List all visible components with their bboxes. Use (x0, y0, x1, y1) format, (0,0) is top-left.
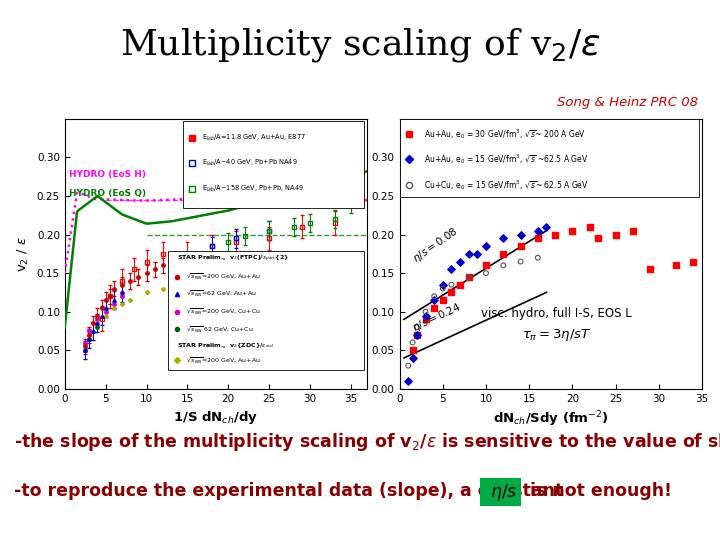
X-axis label: dN$_{ch}$/Sdy (fm$^{-2}$): dN$_{ch}$/Sdy (fm$^{-2}$) (493, 409, 608, 429)
Point (454, 257, 466, 266)
Text: is not enough!: is not enough! (524, 482, 672, 500)
Point (411, 323, 423, 332)
Text: -to reproduce the experimental data (slope), a constant: -to reproduce the experimental data (slo… (14, 482, 570, 500)
Point (480, 269, 492, 278)
Text: visc. hydro, full I-S, EOS L: visc. hydro, full I-S, EOS L (482, 307, 632, 320)
Text: E$_{lab}$/A~158 GeV, Pb+Pb, NA49: E$_{lab}$/A~158 GeV, Pb+Pb, NA49 (202, 184, 305, 194)
Point (549, 230, 561, 239)
Point (437, 284, 449, 293)
Point (407, 338, 418, 347)
Point (446, 280, 457, 289)
Point (407, 354, 418, 362)
Point (446, 265, 457, 274)
Text: HYDRO (EoS Q): HYDRO (EoS Q) (69, 189, 146, 198)
Point (420, 311, 431, 320)
Point (428, 303, 440, 312)
Point (532, 253, 544, 262)
Text: STAR Prelim.,  v$_2${ZDC}/$\varepsilon_{std}$: STAR Prelim., v$_2${ZDC}/$\varepsilon_{s… (176, 341, 274, 350)
Text: Cu+Cu, e$_0$ = 15 GeV/fm$^3$, $\sqrt{s}$~ 62.5 A GeV: Cu+Cu, e$_0$ = 15 GeV/fm$^3$, $\sqrt{s}$… (424, 178, 588, 192)
Text: Song & Heinz PRC 08: Song & Heinz PRC 08 (557, 96, 698, 109)
Text: STAR Prelim.,  v$_2$(FTPC)/$\varepsilon_{part}${2}: STAR Prelim., v$_2$(FTPC)/$\varepsilon_{… (176, 254, 289, 265)
Point (411, 330, 423, 339)
Point (407, 346, 418, 355)
Text: $\eta/s = 0.24$: $\eta/s = 0.24$ (410, 300, 463, 335)
Point (402, 377, 414, 386)
Point (446, 288, 457, 296)
Point (420, 307, 431, 316)
FancyBboxPatch shape (400, 119, 699, 197)
FancyBboxPatch shape (168, 251, 364, 370)
Text: $\sqrt{s_{NN}}$=200 GeV, Cu+Cu: $\sqrt{s_{NN}}$=200 GeV, Cu+Cu (186, 307, 261, 317)
Point (454, 280, 466, 289)
Point (498, 249, 509, 258)
Point (688, 257, 699, 266)
Point (420, 315, 431, 323)
Point (463, 249, 474, 258)
Text: $\sqrt{s_{NN}}$=200 GeV, Au+Au: $\sqrt{s_{NN}}$=200 GeV, Au+Au (186, 272, 261, 282)
Point (567, 226, 578, 235)
Text: Au+Au, e$_0$ = 15 GeV/fm$^3$, $\sqrt{s}$ ~62.5 A GeV: Au+Au, e$_0$ = 15 GeV/fm$^3$, $\sqrt{s}$… (424, 152, 588, 166)
Point (515, 242, 526, 251)
Point (610, 230, 621, 239)
Text: Au+Au, e$_0$ = 30 GeV/fm$^3$, $\sqrt{s}$~ 200 A GeV: Au+Au, e$_0$ = 30 GeV/fm$^3$, $\sqrt{s}$… (424, 127, 586, 140)
Point (627, 226, 639, 235)
Point (532, 226, 544, 235)
Point (437, 280, 449, 289)
Text: $\eta/s$: $\eta/s$ (484, 482, 518, 503)
X-axis label: 1/S dN$_{ch}$/dy: 1/S dN$_{ch}$/dy (174, 409, 258, 426)
Point (411, 330, 423, 339)
Text: $\eta/s = 0.08$: $\eta/s = 0.08$ (410, 224, 461, 266)
Point (463, 273, 474, 281)
Point (463, 273, 474, 281)
Y-axis label: v$_2$ / $\varepsilon$: v$_2$ / $\varepsilon$ (16, 236, 31, 272)
Text: $\tau_\pi = 3\eta/sT$: $\tau_\pi = 3\eta/sT$ (522, 327, 592, 343)
Point (532, 234, 544, 242)
Point (670, 261, 682, 269)
Point (515, 257, 526, 266)
Text: HYDRO (EoS H): HYDRO (EoS H) (69, 170, 146, 179)
Point (593, 234, 604, 242)
Point (428, 292, 440, 301)
Text: $\sqrt{s_{NN}}$=62 GeV, Au+Au: $\sqrt{s_{NN}}$=62 GeV, Au+Au (186, 289, 256, 299)
Point (480, 261, 492, 269)
Point (498, 261, 509, 269)
Point (515, 230, 526, 239)
FancyBboxPatch shape (183, 122, 364, 208)
Text: $\sqrt{s_{NN}}$ 62 GeV, Cu+Cu: $\sqrt{s_{NN}}$ 62 GeV, Cu+Cu (186, 325, 253, 334)
Text: Multiplicity scaling of v$_2$/$\varepsilon$: Multiplicity scaling of v$_2$/$\varepsil… (120, 25, 600, 64)
Point (480, 242, 492, 251)
Point (402, 361, 414, 370)
Point (498, 234, 509, 242)
Point (541, 222, 552, 231)
Text: E$_{lab}$/A~40 GeV, Pb+Pb NA49: E$_{lab}$/A~40 GeV, Pb+Pb NA49 (202, 158, 298, 168)
Point (428, 296, 440, 305)
Text: $\sqrt{s_{NN}}$=200 GeV, Au+Au: $\sqrt{s_{NN}}$=200 GeV, Au+Au (186, 355, 261, 366)
Text: E$_{lab}$/A=11.8 GeV, Au+Au, E877: E$_{lab}$/A=11.8 GeV, Au+Au, E877 (202, 133, 306, 143)
Point (437, 296, 449, 305)
Point (584, 222, 595, 231)
Point (644, 265, 656, 274)
Text: -the slope of the multiplicity scaling of v$_2$/$\varepsilon$ is sensitive to th: -the slope of the multiplicity scaling o… (14, 431, 720, 453)
Point (472, 249, 483, 258)
